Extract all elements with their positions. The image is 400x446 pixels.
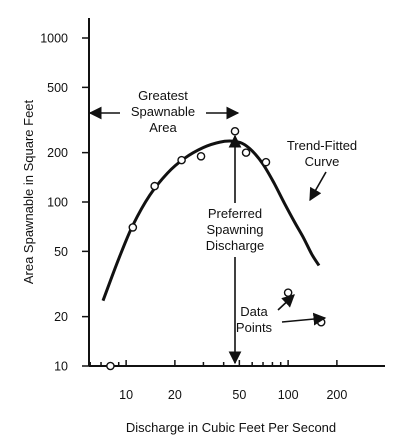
data-points-annotation: Data Points — [236, 294, 327, 335]
greatest-spawnable-area-annotation: Greatest Spawnable Area — [88, 88, 240, 135]
trend-arrow — [309, 171, 327, 202]
trend-label-line1: Trend-Fitted — [287, 138, 357, 153]
ticks — [82, 37, 338, 367]
y-tick-label: 50 — [54, 245, 68, 259]
x-axis-label: Discharge in Cubic Feet Per Second — [126, 420, 336, 435]
data-point — [241, 148, 251, 157]
x-tick-label: 200 — [326, 388, 347, 402]
y-tick-label: 20 — [54, 310, 68, 324]
greatest-label-line2: Spawnable — [131, 104, 195, 119]
y-tick-label: 500 — [47, 81, 68, 95]
tick-labels: 10 20 50 100 200 500 1000 10 20 50 100 200 — [40, 32, 347, 403]
data-point — [261, 157, 271, 167]
x-tick-label: 20 — [168, 388, 182, 402]
datapoints-arrow-upper — [277, 294, 295, 311]
data-point — [177, 155, 186, 165]
trend-label-line2: Curve — [305, 154, 340, 169]
datapoints-arrow-right — [281, 312, 327, 326]
x-tick-label: 50 — [232, 388, 246, 402]
x-tick-label: 10 — [119, 388, 133, 402]
data-point — [150, 181, 159, 191]
greatest-label-line3: Area — [149, 120, 177, 135]
greatest-label-line1: Greatest — [138, 88, 188, 103]
y-tick-label: 1000 — [40, 32, 68, 46]
preferred-label-line3: Discharge — [206, 238, 265, 253]
x-tick-label: 100 — [278, 388, 299, 402]
preferred-discharge-annotation: Preferred Spawning Discharge — [206, 134, 265, 365]
trend-curve-annotation: Trend-Fitted Curve — [287, 138, 357, 202]
y-tick-label: 100 — [47, 196, 68, 210]
preferred-label-line1: Preferred — [208, 206, 262, 221]
y-axis-label: Area Spawnable in Square Feet — [21, 99, 36, 284]
datapoints-label-line2: Points — [236, 320, 273, 335]
data-point — [283, 288, 293, 297]
data-point — [316, 317, 326, 327]
data-point — [196, 151, 206, 161]
data-point — [230, 126, 240, 136]
preferred-label-line2: Spawning — [206, 222, 263, 237]
data-point — [106, 361, 115, 371]
data-point — [128, 223, 138, 232]
y-tick-label: 10 — [54, 360, 68, 374]
datapoints-label-line1: Data — [240, 304, 268, 319]
y-tick-label: 200 — [47, 146, 68, 160]
